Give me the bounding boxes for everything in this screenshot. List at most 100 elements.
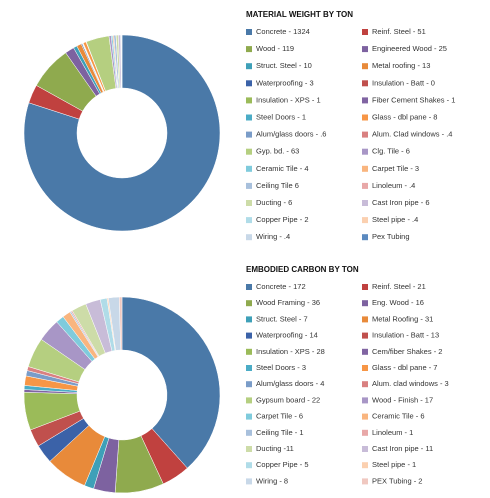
legend-swatch bbox=[362, 300, 368, 307]
legend-label: Steel Doors - 1 bbox=[256, 112, 306, 121]
legend-label: Waterproofing - 14 bbox=[256, 331, 318, 340]
legend-swatch bbox=[246, 200, 252, 206]
legend-label: Cast Iron pipe - 6 bbox=[372, 198, 430, 207]
legend-swatch bbox=[246, 80, 252, 87]
legend-label: Steel pipe - 1 bbox=[372, 460, 416, 469]
legend-swatch bbox=[362, 381, 368, 388]
legend-label: Reinf. Steel - 21 bbox=[372, 282, 426, 291]
legend-swatch bbox=[246, 381, 252, 388]
legend-swatch bbox=[246, 284, 252, 290]
legend-label: Glass - dbl pane - 8 bbox=[372, 112, 437, 121]
legend-label: Engineered Wood - 25 bbox=[372, 44, 447, 53]
legend-label: Insulation - Batt - 13 bbox=[372, 331, 439, 340]
legend-label: Pex Tubing bbox=[372, 232, 410, 241]
legend-swatch bbox=[362, 165, 368, 172]
legend-swatch bbox=[246, 29, 252, 35]
legend-label: Ceiling Tile 6 bbox=[256, 181, 299, 190]
legend-label: Alum. Clad windows - .4 bbox=[372, 130, 452, 139]
legend-swatch bbox=[246, 462, 252, 469]
legend-swatch bbox=[362, 217, 368, 224]
donut-slice bbox=[121, 296, 221, 469]
legend-label: Concrete - 172 bbox=[256, 282, 306, 291]
legend-swatch bbox=[246, 131, 252, 138]
legend-label: Wiring - 8 bbox=[256, 476, 288, 485]
legend-label: Wiring - .4 bbox=[256, 232, 290, 241]
legend-swatch bbox=[362, 446, 368, 452]
legend-swatch bbox=[246, 114, 252, 121]
legend-swatch bbox=[246, 97, 252, 104]
legend-label: Alum. clad windows - 3 bbox=[372, 379, 449, 388]
legend-swatch bbox=[246, 63, 252, 70]
legend-swatch bbox=[246, 148, 252, 155]
legend-swatch bbox=[246, 300, 252, 307]
legend-swatch bbox=[246, 429, 252, 436]
chart-title: MATERIAL WEIGHT BY TON bbox=[246, 10, 353, 19]
legend-label: Glass - dbl pane - 7 bbox=[372, 363, 437, 372]
legend-label: Insulation - Batt - 0 bbox=[372, 78, 435, 87]
legend-label: Wood - 119 bbox=[256, 44, 294, 53]
legend-swatch bbox=[362, 46, 368, 53]
legend-label: Fiber Cement Shakes - 1 bbox=[372, 95, 455, 104]
legend-swatch bbox=[362, 200, 368, 206]
legend-label: PEX Tubing - 2 bbox=[372, 476, 422, 485]
legend-label: Copper Pipe - 2 bbox=[256, 215, 309, 224]
legend-label: Insulation - XPS - 28 bbox=[256, 347, 325, 356]
legend-label: Carpet Tile - 6 bbox=[256, 412, 303, 421]
legend-label: Eng. Wood - 16 bbox=[372, 298, 424, 307]
legend-label: Wood Framing - 36 bbox=[256, 298, 320, 307]
legend-label: Gypsum board - 22 bbox=[256, 395, 320, 404]
legend-swatch bbox=[246, 365, 252, 371]
legend-swatch bbox=[362, 182, 368, 189]
legend-label: Cem/fiber Shakes - 2 bbox=[372, 347, 442, 356]
legend-swatch bbox=[246, 332, 252, 339]
legend-swatch bbox=[246, 46, 252, 53]
legend-label: Metal roofing - 13 bbox=[372, 61, 430, 70]
legend-swatch bbox=[362, 114, 368, 121]
legend-label: Gyp. bd. - 63 bbox=[256, 147, 299, 156]
legend-swatch bbox=[246, 478, 252, 485]
legend-swatch bbox=[362, 284, 368, 290]
legend-swatch bbox=[246, 413, 252, 420]
legend-swatch bbox=[362, 413, 368, 420]
legend-swatch bbox=[362, 332, 368, 339]
legend-swatch bbox=[246, 397, 252, 404]
donut-slice bbox=[23, 34, 221, 232]
legend-swatch bbox=[246, 165, 252, 172]
legend-label: Linoleum - 1 bbox=[372, 428, 413, 437]
legend-label: Alum/glass doors - 4 bbox=[256, 379, 324, 388]
legend-label: Reinf. Steel - 51 bbox=[372, 27, 426, 36]
legend-swatch bbox=[362, 97, 368, 104]
legend-label: Carpet Tile - 3 bbox=[372, 164, 419, 173]
legend-label: Wood - Finish - 17 bbox=[372, 395, 433, 404]
legend-label: Ducting -11 bbox=[256, 444, 294, 453]
legend-label: Cast Iron pipe - 11 bbox=[372, 444, 433, 453]
legend-label: Ceramic Tile - 6 bbox=[372, 412, 425, 421]
legend-swatch bbox=[246, 234, 252, 241]
legend-label: Copper Pipe - 5 bbox=[256, 460, 309, 469]
legend-label: Insulation - XPS - 1 bbox=[256, 95, 321, 104]
legend-label: Ceramic Tile - 4 bbox=[256, 164, 309, 173]
legend-swatch bbox=[362, 478, 368, 485]
legend-swatch bbox=[362, 80, 368, 87]
legend-label: Ducting - 6 bbox=[256, 198, 292, 207]
legend-label: Alum/glass doors - .6 bbox=[256, 130, 326, 139]
legend-swatch bbox=[362, 429, 368, 436]
legend-swatch bbox=[246, 446, 252, 452]
legend-swatch bbox=[362, 63, 368, 70]
donut-slice bbox=[118, 296, 123, 351]
legend-swatch bbox=[362, 316, 368, 323]
legend-label: Steel pipe - .4 bbox=[372, 215, 418, 224]
legend-label: Concrete - 1324 bbox=[256, 27, 310, 36]
legend-label: Struct. Steel - 7 bbox=[256, 314, 308, 323]
legend-swatch bbox=[362, 148, 368, 155]
legend-label: Clg. Tile - 6 bbox=[372, 147, 410, 156]
legend-swatch bbox=[246, 316, 252, 323]
legend-label: Linoleum - .4 bbox=[372, 181, 415, 190]
legend-swatch bbox=[362, 365, 368, 371]
legend-label: Waterproofing - 3 bbox=[256, 78, 314, 87]
legend-swatch bbox=[246, 217, 252, 224]
legend-swatch bbox=[362, 348, 368, 355]
legend-label: Ceiling Tile - 1 bbox=[256, 428, 304, 437]
legend-swatch bbox=[246, 348, 252, 355]
